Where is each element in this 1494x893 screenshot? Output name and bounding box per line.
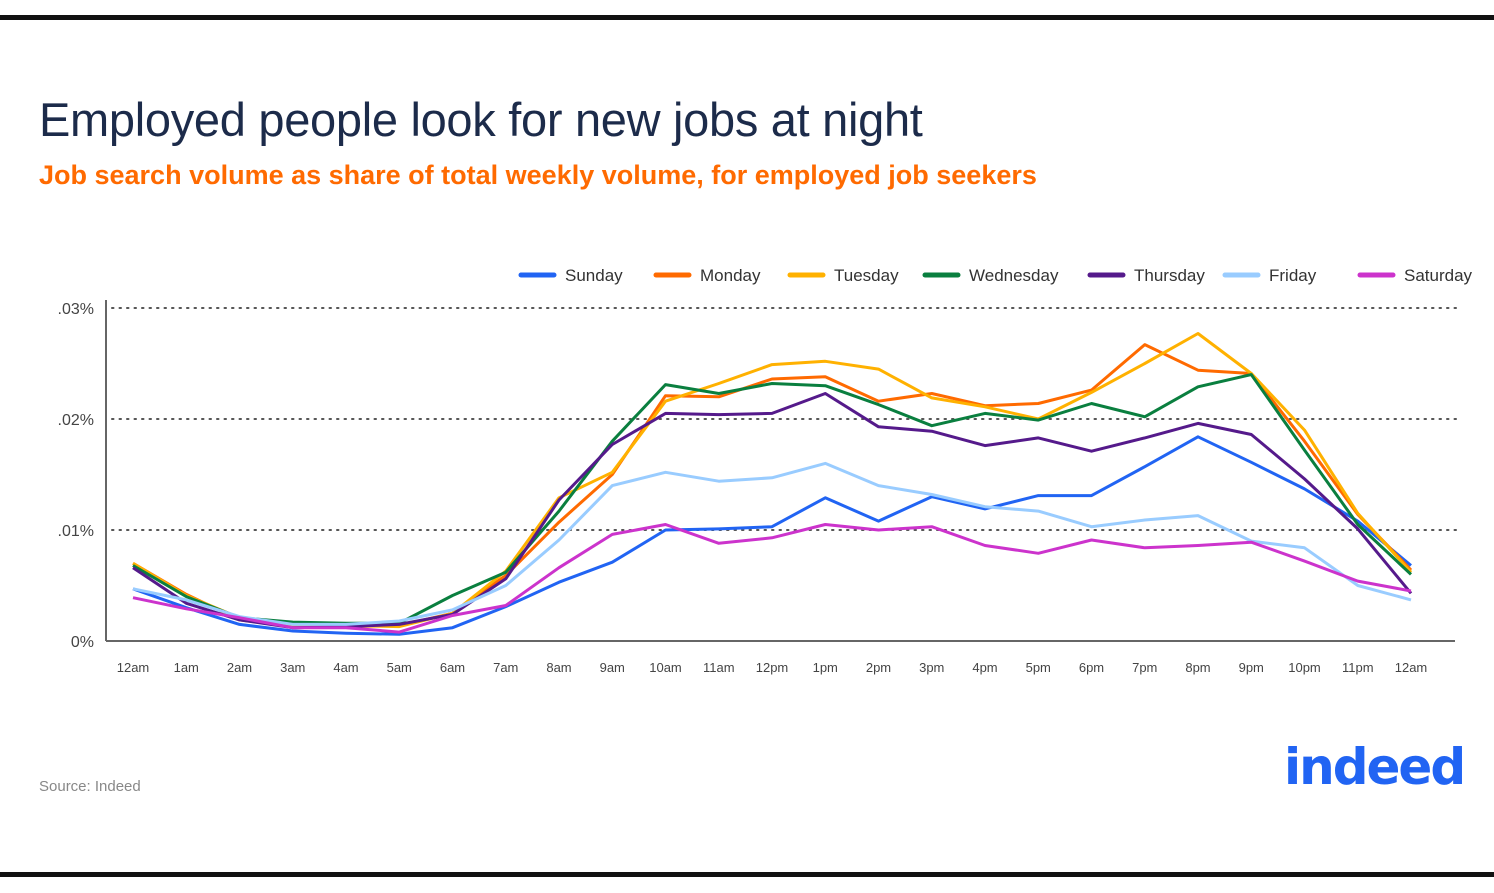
legend-item-saturday: Saturday: [1357, 266, 1473, 285]
series-line-tuesday: [132, 332, 1413, 629]
x-tick-label: 11pm: [1342, 660, 1374, 675]
gridlines: [111, 307, 1457, 531]
series-line-sunday: [132, 435, 1412, 636]
x-tick-label: 12pm: [756, 660, 789, 675]
x-tick-label: 10am: [649, 660, 682, 675]
legend-item-sunday: Sunday: [518, 266, 623, 285]
x-tick-label: 11am: [703, 660, 735, 675]
legend-label: Sunday: [565, 266, 623, 285]
y-tick-label: .02%: [58, 412, 94, 429]
series-line-monday: [132, 343, 1413, 629]
bottom-border: [0, 872, 1494, 877]
chart-subtitle: Job search volume as share of total week…: [39, 160, 1037, 190]
x-tick-label: 3pm: [919, 660, 944, 675]
x-tick-label: 4am: [333, 660, 358, 675]
x-tick-label: 2am: [227, 660, 252, 675]
y-tick-label: .01%: [58, 523, 94, 540]
x-tick-label: 3am: [280, 660, 305, 675]
legend-item-friday: Friday: [1222, 266, 1317, 285]
legend-label: Wednesday: [969, 266, 1059, 285]
series-line-saturday: [132, 523, 1412, 634]
x-tick-label: 2pm: [866, 660, 891, 675]
x-tick-label: 12am: [117, 660, 150, 675]
y-tick-label: .03%: [58, 301, 94, 318]
x-tick-label: 5pm: [1026, 660, 1051, 675]
series-line-friday: [132, 461, 1412, 626]
x-tick-label: 4pm: [972, 660, 997, 675]
x-tick-label: 8pm: [1185, 660, 1210, 675]
legend-label: Tuesday: [834, 266, 899, 285]
y-tick-label: 0%: [71, 634, 94, 651]
legend-label: Saturday: [1404, 266, 1473, 285]
x-tick-label: 5am: [387, 660, 412, 675]
series-lines: [132, 332, 1413, 636]
x-tick-label: 6pm: [1079, 660, 1104, 675]
x-tick-label: 7pm: [1132, 660, 1157, 675]
legend-label: Thursday: [1134, 266, 1205, 285]
indeed-logo: indeed: [1284, 738, 1466, 796]
x-tick-label: 9pm: [1239, 660, 1264, 675]
legend: Sunday Monday Tuesday Wednesday Thursday Frid…: [518, 266, 1473, 285]
x-tick-label: 1pm: [813, 660, 838, 675]
top-border: [0, 15, 1494, 20]
x-tick-label: 10pm: [1288, 660, 1321, 675]
legend-item-tuesday: Tuesday: [787, 266, 899, 285]
legend-label: Monday: [700, 266, 761, 285]
x-tick-label: 7am: [493, 660, 518, 675]
legend-item-wednesday: Wednesday: [922, 266, 1059, 285]
x-tick-label: 8am: [546, 660, 571, 675]
x-tick-label: 6am: [440, 660, 465, 675]
legend-item-monday: Monday: [653, 266, 761, 285]
legend-item-thursday: Thursday: [1087, 266, 1205, 285]
series-line-thursday: [132, 392, 1413, 630]
chart-title: Employed people look for new jobs at nig…: [39, 93, 923, 146]
x-tick-label: 9am: [600, 660, 625, 675]
x-tick-label: 1am: [174, 660, 199, 675]
source-note: Source: Indeed: [39, 778, 141, 795]
x-tick-label: 12am: [1395, 660, 1428, 675]
legend-label: Friday: [1269, 266, 1317, 285]
axes: 0% .01% .02% .03% 12am 1am 2am 3am 4am 5am 6am 7am 8…: [58, 300, 1455, 675]
